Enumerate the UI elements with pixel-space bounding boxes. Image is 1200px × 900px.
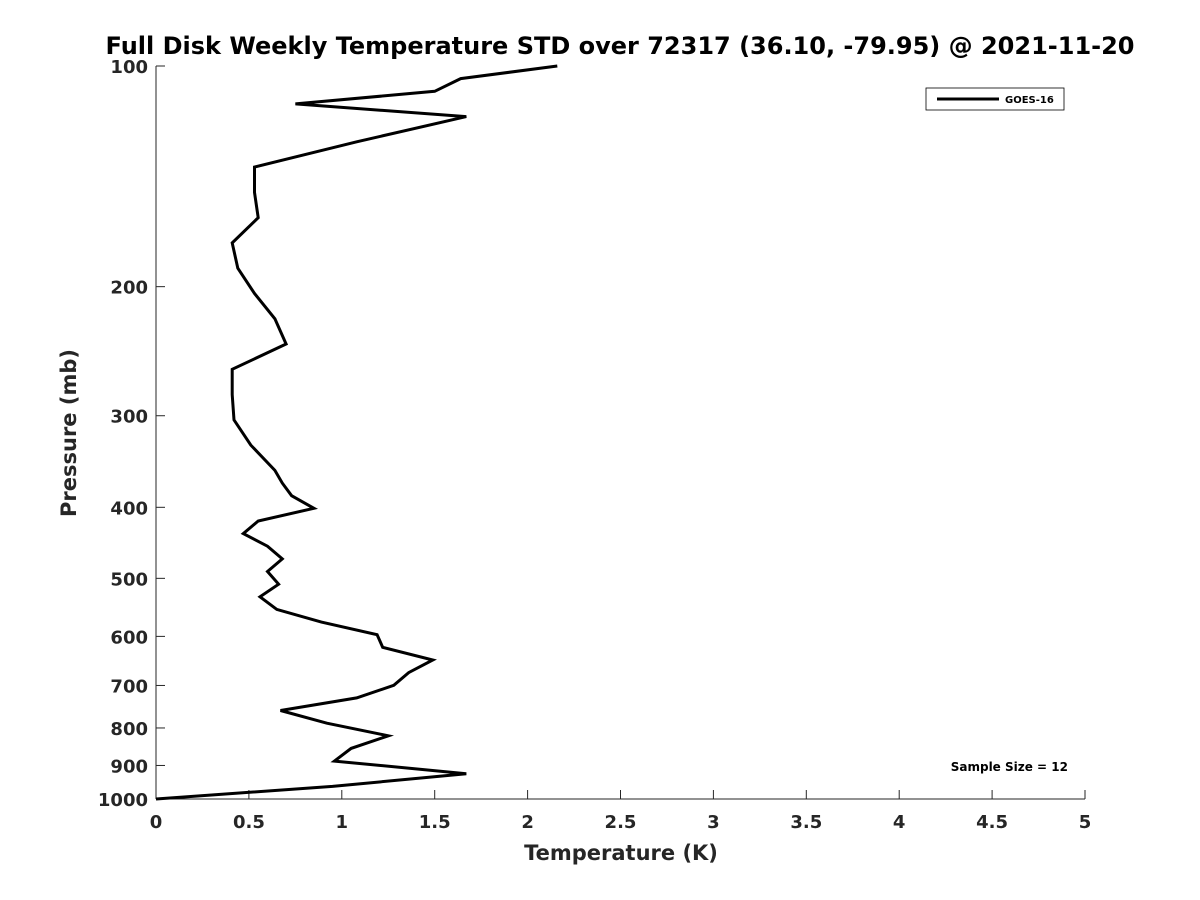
- y-tick-label: 100: [110, 57, 148, 78]
- series-line-goes-16: [155, 64, 558, 801]
- y-tick-label: 200: [110, 278, 148, 299]
- y-tick-label: 700: [110, 676, 148, 697]
- y-tick-label: 400: [110, 498, 148, 519]
- y-tick-label: 600: [110, 627, 148, 648]
- y-tick-label: 1000: [98, 790, 148, 811]
- legend: GOES-16: [925, 87, 1065, 111]
- chart-title: Full Disk Weekly Temperature STD over 72…: [106, 32, 1135, 60]
- y-tick-label: 500: [110, 569, 148, 590]
- y-tick-label: 800: [110, 719, 148, 740]
- x-tick-label: 2: [521, 812, 534, 833]
- y-tick-label: 900: [110, 756, 148, 777]
- x-axis-label: Temperature (K): [524, 841, 718, 865]
- x-tick-label: 1.5: [419, 812, 451, 833]
- legend-entry-goes-16: GOES-16: [1005, 95, 1054, 106]
- x-tick-label: 3: [707, 812, 720, 833]
- series-layer: [155, 64, 558, 801]
- x-tick-label: 5: [1079, 812, 1092, 833]
- x-tick-label: 0.5: [233, 812, 265, 833]
- y-tick-label: 300: [110, 407, 148, 428]
- x-tick-label: 4.5: [976, 812, 1008, 833]
- x-tick-label: 0: [150, 812, 163, 833]
- tick-labels: 0 0.5 1 1.5 2 2.5 3 3.5 4 4.5 5 100 200 300 400 500 600 7…: [98, 57, 1091, 833]
- x-tick-label: 1: [336, 812, 349, 833]
- y-axis-label: Pressure (mb): [57, 349, 81, 517]
- x-tick-label: 2.5: [605, 812, 637, 833]
- sample-size-annotation: Sample Size = 12: [951, 760, 1068, 774]
- x-tick-label: 4: [893, 812, 906, 833]
- x-tick-label: 3.5: [790, 812, 822, 833]
